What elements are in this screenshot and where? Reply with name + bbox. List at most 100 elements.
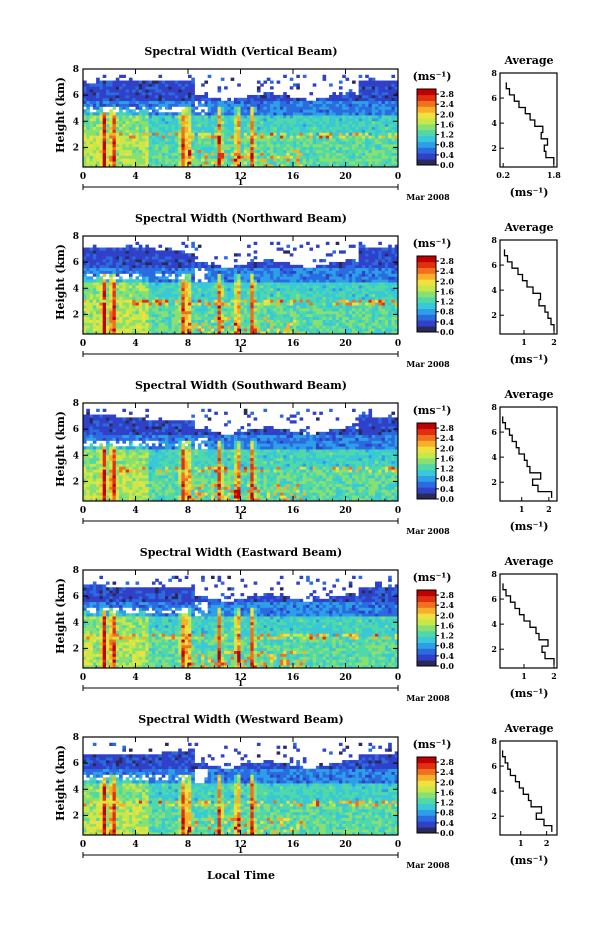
colorbar-swatch [417, 648, 436, 655]
colorbar-tick-label: 1.2 [440, 631, 454, 641]
profile-x-tick-label: 2 [551, 671, 557, 681]
profile-line [502, 583, 555, 665]
colorbar-swatch [417, 803, 436, 810]
colorbar: 0.00.40.81.21.62.02.42.8 [416, 756, 454, 838]
x-tick-label: 8 [185, 172, 191, 182]
colorbar-tick-label: 2.4 [440, 433, 454, 443]
day-label: 1 [238, 678, 244, 688]
heatmap-cells [83, 575, 399, 669]
colorbar-tick-label: 2.0 [440, 777, 454, 787]
average-profile: 2 4 6 8 0.2 1.8 [491, 68, 561, 180]
y-tick-label: 2 [73, 477, 79, 487]
colorbar-swatch [417, 94, 436, 101]
x-tick-label: 12 [234, 506, 247, 516]
profile-frame [499, 72, 558, 168]
colorbar-swatch [417, 452, 436, 459]
y-axis-label: Height (km) [54, 77, 67, 153]
colorbar-swatch [417, 786, 436, 793]
colorbar-swatch [417, 273, 436, 280]
profile-y-tick-label: 6 [491, 260, 497, 270]
colorbar: 0.00.40.81.21.62.02.42.8 [416, 422, 454, 504]
colorbar-swatch [417, 326, 436, 333]
colorbar-tick-label: 2.4 [440, 99, 454, 109]
average-profile: 2 4 6 8 1 2 [491, 235, 558, 347]
panel-southward-beam: Spectral Width (Southward Beam) Height (… [54, 379, 558, 536]
colorbar-swatch [417, 291, 436, 298]
colorbar-tick-label: 2.0 [440, 443, 454, 453]
profile-xlabel: (ms⁻¹) [510, 520, 549, 533]
colorbar-swatch [417, 428, 436, 435]
profile-y-tick-label: 4 [491, 619, 497, 629]
x-tick-label: 16 [287, 506, 300, 516]
heatmap-plot: 2 4 6 8 0 4 8 12 16 20 0 1 [73, 733, 401, 858]
colorbar-tick-label: 1.6 [440, 620, 454, 630]
x-tick-label: 20 [339, 840, 352, 850]
colorbar-swatch [417, 89, 436, 96]
y-tick-label: 2 [73, 143, 79, 153]
x-tick-label: 16 [287, 339, 300, 349]
profile-y-tick-label: 4 [491, 118, 497, 128]
x-tick-label: 20 [339, 506, 352, 516]
colorbar: 0.00.40.81.21.62.02.42.8 [416, 255, 454, 337]
x-tick-label: 12 [234, 673, 247, 683]
colorbar-tick-label: 2.0 [440, 610, 454, 620]
x-tick-label: 0 [395, 172, 401, 182]
colorbar-swatch [417, 106, 436, 113]
profile-y-tick-label: 6 [491, 594, 497, 604]
colorbar-frame [416, 589, 437, 667]
colorbar-tick-label: 1.6 [440, 119, 454, 129]
colorbar-tick-label: 1.2 [440, 798, 454, 808]
colorbar-swatch [417, 463, 436, 471]
heatmap-plot: 2 4 6 8 0 4 8 12 16 20 0 1 [73, 566, 401, 691]
colorbar-swatch [417, 159, 436, 166]
profile-y-tick-label: 8 [491, 68, 497, 78]
x-tick-label: 0 [395, 506, 401, 516]
colorbar-swatch [417, 487, 436, 494]
heatmap-title: Spectral Width (Vertical Beam) [144, 45, 337, 58]
panel-northward-beam: Spectral Width (Northward Beam) Height (… [54, 212, 558, 369]
profile-x-tick-label: 2 [551, 337, 557, 347]
colorbar-swatch [417, 797, 436, 805]
colorbar-swatch [417, 768, 436, 775]
colorbar-swatch [417, 636, 436, 643]
profile-title: Average [503, 722, 553, 735]
y-tick-label: 4 [73, 785, 79, 795]
colorbar-swatch [417, 601, 436, 608]
y-tick-label: 4 [73, 284, 79, 294]
date-label: Mar 2008 [406, 693, 450, 703]
x-tick-label: 0 [80, 339, 86, 349]
profile-line [505, 82, 555, 164]
colorbar-tick-label: 1.2 [440, 464, 454, 474]
colorbar-swatch [417, 320, 436, 327]
day-label: 1 [238, 511, 244, 521]
colorbar-tick-label: 0.4 [440, 150, 454, 160]
colorbar-swatch [417, 440, 436, 447]
colorbar-tick-label: 0.0 [440, 494, 454, 504]
heatmap-cells [83, 241, 399, 335]
colorbar-swatch [417, 815, 436, 822]
profile-x-tick-label: 1 [521, 671, 527, 681]
profile-xlabel: (ms⁻¹) [510, 353, 549, 366]
heatmap-cells [83, 408, 399, 502]
profile-y-tick-label: 4 [491, 452, 497, 462]
y-tick-label: 2 [73, 811, 79, 821]
colorbar-swatch [417, 153, 436, 160]
colorbar-tick-label: 0.8 [440, 307, 454, 317]
profile-y-tick-label: 4 [491, 285, 497, 295]
profile-y-tick-label: 2 [491, 310, 497, 320]
x-tick-label: 4 [132, 172, 138, 182]
colorbar-frame [416, 756, 437, 834]
profile-y-tick-label: 8 [491, 736, 497, 746]
colorbar-tick-label: 2.8 [440, 757, 454, 767]
profile-x-tick-label: 1 [518, 838, 524, 848]
colorbar-frame [416, 255, 437, 333]
heatmap-title: Spectral Width (Northward Beam) [135, 212, 347, 225]
profile-line [503, 249, 555, 331]
colorbar-swatch [417, 458, 436, 465]
date-label: Mar 2008 [406, 359, 450, 369]
colorbar-swatch [417, 642, 436, 649]
x-axis-label: Local Time [207, 869, 275, 882]
colorbar-swatch [417, 308, 436, 315]
colorbar-unit: (ms⁻¹) [413, 571, 452, 584]
profile-y-tick-label: 6 [491, 761, 497, 771]
